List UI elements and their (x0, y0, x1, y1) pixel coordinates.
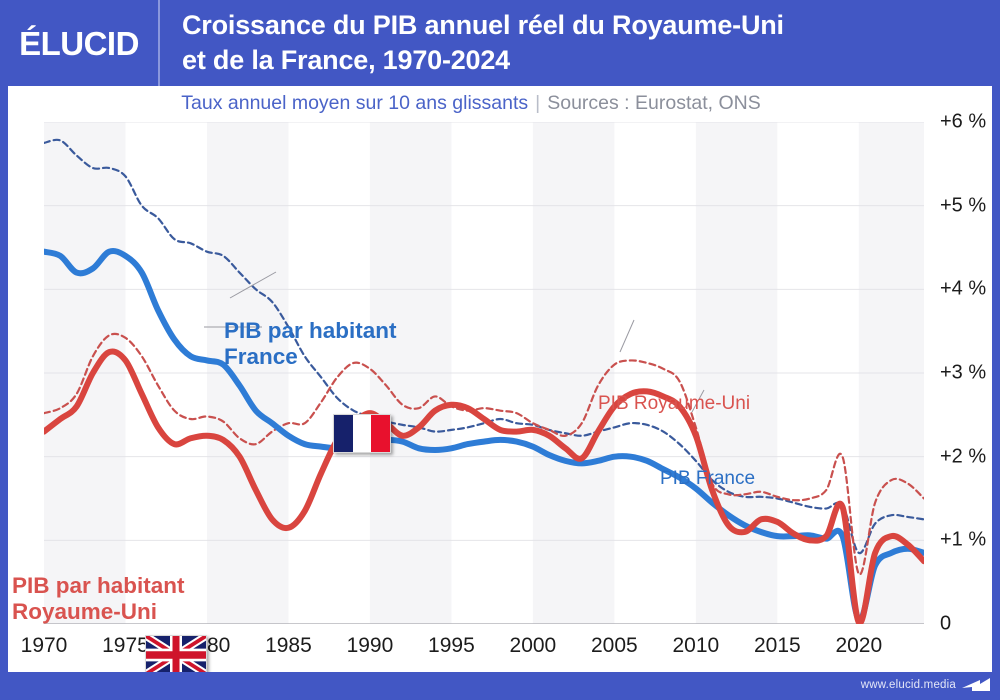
y-tick-label-1: +1 % (940, 528, 987, 551)
elucid-logo: ÉLUCID (0, 0, 160, 86)
chart-subtitle: Taux annuel moyen sur 10 ans glissants | S… (8, 92, 992, 115)
series-line-fr_total (44, 247, 924, 623)
annotation-france-per-capita: PIB par habitant France (224, 318, 397, 370)
y-tick-label-0: 0 (940, 612, 952, 635)
y-tick-label-6: +6 % (940, 110, 987, 133)
footer-url: www.elucid.media (860, 679, 956, 691)
x-tick-label-1990: 1990 (346, 634, 394, 657)
annotation-uk-per-capita-line1: PIB par habitant (12, 573, 185, 598)
chart-card: Taux annuel moyen sur 10 ans glissants | S… (8, 86, 992, 675)
france-flag-white-band (352, 415, 372, 452)
x-tick-label-2005: 2005 (591, 634, 638, 657)
elucid-mark-icon (962, 678, 990, 691)
y-tick-label-2: +2 % (940, 445, 987, 468)
title-line-1: Croissance du PIB annuel réel du Royaume… (182, 10, 784, 41)
annotation-france-per-capita-line1: PIB par habitant (224, 318, 397, 343)
france-flag-blue-band (334, 415, 353, 452)
chart-svg (44, 122, 924, 624)
x-tick-label-1970: 1970 (20, 634, 68, 657)
uk-flag-svg (146, 636, 206, 674)
subtitle-sources: Sources : Eurostat, ONS (547, 92, 761, 114)
annotation-uk-total: PIB Royaume-Uni (598, 393, 751, 414)
subtitle-method: Taux annuel moyen sur 10 ans glissants (181, 92, 529, 114)
uk-flag-icon (145, 635, 207, 675)
series-line-fr_per_capita (44, 138, 924, 554)
y-axis: 0 +1 % +2 % +3 % +4 % +5 % +6 % (928, 111, 998, 635)
title-line-2: et de la France, 1970-2024 (182, 44, 511, 75)
france-flag-icon (333, 414, 391, 453)
y-tick-label-3: +3 % (940, 361, 987, 384)
subtitle-separator: | (535, 92, 541, 114)
annotation-uk-per-capita: PIB par habitant Royaume-Uni (12, 573, 185, 625)
x-tick-label-2020: 2020 (835, 634, 883, 657)
x-tick-label-1995: 1995 (428, 634, 475, 657)
x-tick-label-2015: 2015 (753, 634, 801, 657)
footer: www.elucid.media (0, 672, 1000, 700)
france-flag-red-band (371, 415, 391, 452)
annotation-france-total: PIB France (660, 468, 756, 489)
plot-area (44, 122, 924, 624)
y-tick-label-5: +5 % (940, 194, 987, 217)
x-tick-label-1975: 1975 (102, 634, 149, 657)
series-line-uk_total (44, 348, 924, 624)
series-line-uk_per_capita (44, 332, 924, 576)
logo-text: ÉLUCID (19, 24, 139, 62)
x-tick-label-2000: 2000 (509, 634, 557, 657)
annotation-leader-0 (229, 271, 277, 299)
annotation-uk-per-capita-line2: Royaume-Uni (12, 599, 158, 625)
annotation-leader-3 (691, 389, 705, 413)
y-tick-label-4: +4 % (940, 277, 987, 300)
page-title: Croissance du PIB annuel réel du Royaume… (160, 9, 784, 76)
annotation-leader-2 (619, 319, 635, 353)
header: ÉLUCID Croissance du PIB annuel réel du … (0, 0, 1000, 86)
annotation-france-per-capita-line2: France (224, 344, 298, 370)
x-tick-label-2010: 2010 (672, 634, 720, 657)
x-tick-label-1985: 1985 (265, 634, 312, 657)
